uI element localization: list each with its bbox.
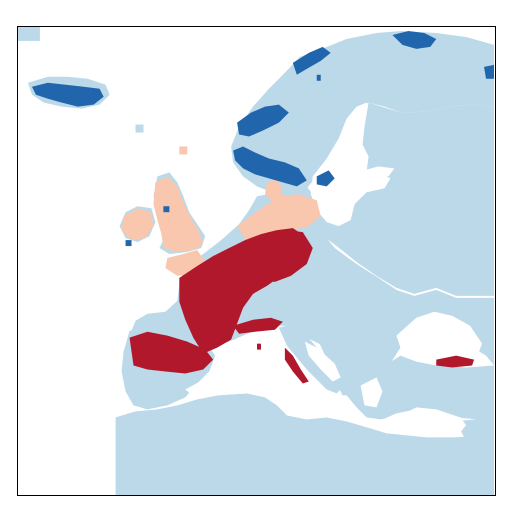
blue-iceland <box>31 82 104 107</box>
blue-kola <box>484 64 495 79</box>
map-frame <box>17 26 496 496</box>
salmon-ireland <box>121 208 154 241</box>
red-north-iberia <box>129 331 214 374</box>
land-finland-russia <box>306 102 495 296</box>
blue-norway-dot <box>316 74 321 81</box>
land-faroe <box>135 124 144 133</box>
sea-gulf-of-finland <box>356 166 395 179</box>
land-italy <box>278 323 343 394</box>
salmon-denmark <box>264 178 283 203</box>
blue-norway-north <box>292 46 331 75</box>
blue-finnmark <box>392 30 437 49</box>
salmon-great-britain <box>153 176 204 253</box>
sea-adriatic <box>304 341 341 382</box>
red-black-sea-coast <box>436 355 475 368</box>
red-germany <box>249 230 313 282</box>
blue-layer <box>31 30 495 247</box>
sea-baltic <box>310 102 391 227</box>
blue-sweden-east <box>316 170 335 187</box>
red-balkan-dot <box>256 343 261 350</box>
red-provence <box>233 317 283 334</box>
blue-scotland-dot <box>163 206 170 213</box>
blue-norway-coast <box>237 104 289 137</box>
sea-aegean <box>360 377 383 408</box>
land-balkans <box>316 337 495 426</box>
sea-layer <box>185 102 483 438</box>
salmon-orkney <box>179 146 188 155</box>
sea-north-sea <box>189 166 254 233</box>
land-top-left-islet <box>18 27 40 41</box>
sea-mediterranean <box>185 347 467 438</box>
blue-ireland-dot <box>125 240 132 247</box>
land-north-africa <box>115 393 495 495</box>
salmon-layer <box>121 146 321 276</box>
sea-black-sea <box>396 311 483 362</box>
red-layer <box>129 172 475 384</box>
blue-norway-south <box>233 146 307 187</box>
map-canvas <box>18 27 495 495</box>
salmon-low-countries <box>237 194 321 243</box>
red-italy-west <box>284 347 309 384</box>
land-middle-east <box>456 417 495 442</box>
